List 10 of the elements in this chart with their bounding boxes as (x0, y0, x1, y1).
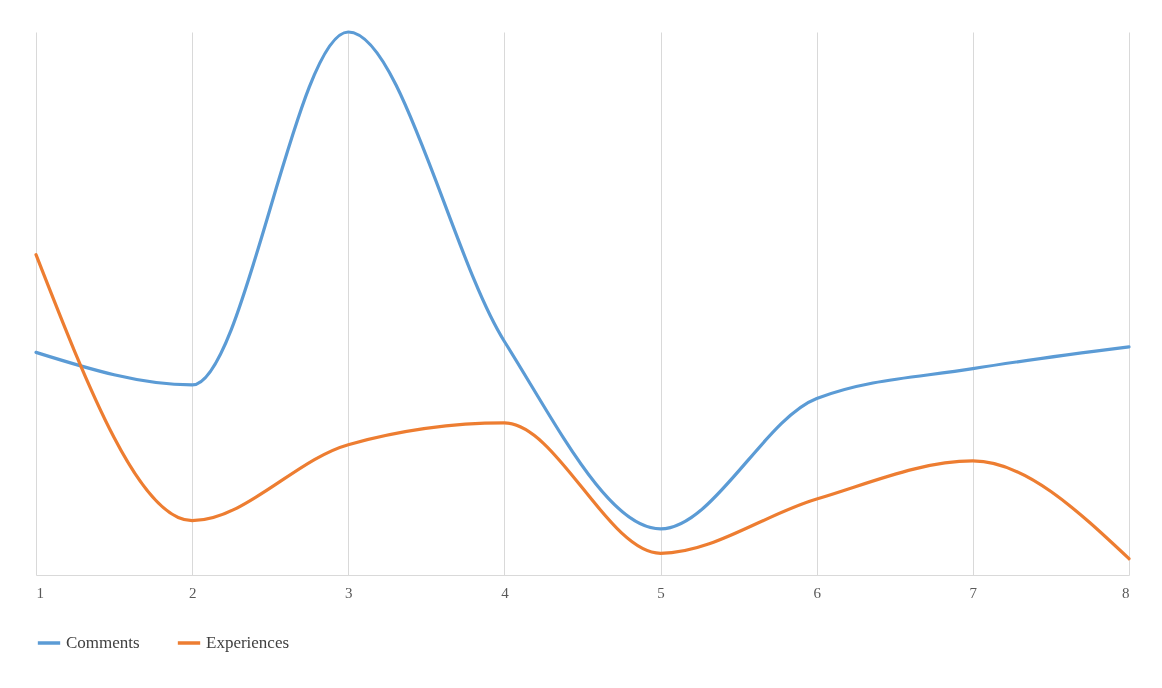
x-tick-label: 8 (1122, 584, 1130, 601)
x-tick-label: 4 (501, 584, 510, 601)
x-tick-label: 5 (657, 584, 665, 601)
legend-label: Comments (66, 633, 140, 652)
x-tick-label: 1 (36, 584, 44, 601)
legend-label: Experiences (206, 633, 290, 652)
x-tick-label: 7 (969, 584, 978, 601)
x-tick-label: 6 (813, 584, 822, 601)
x-tick-label: 3 (345, 584, 353, 601)
x-tick-label: 2 (188, 584, 197, 601)
